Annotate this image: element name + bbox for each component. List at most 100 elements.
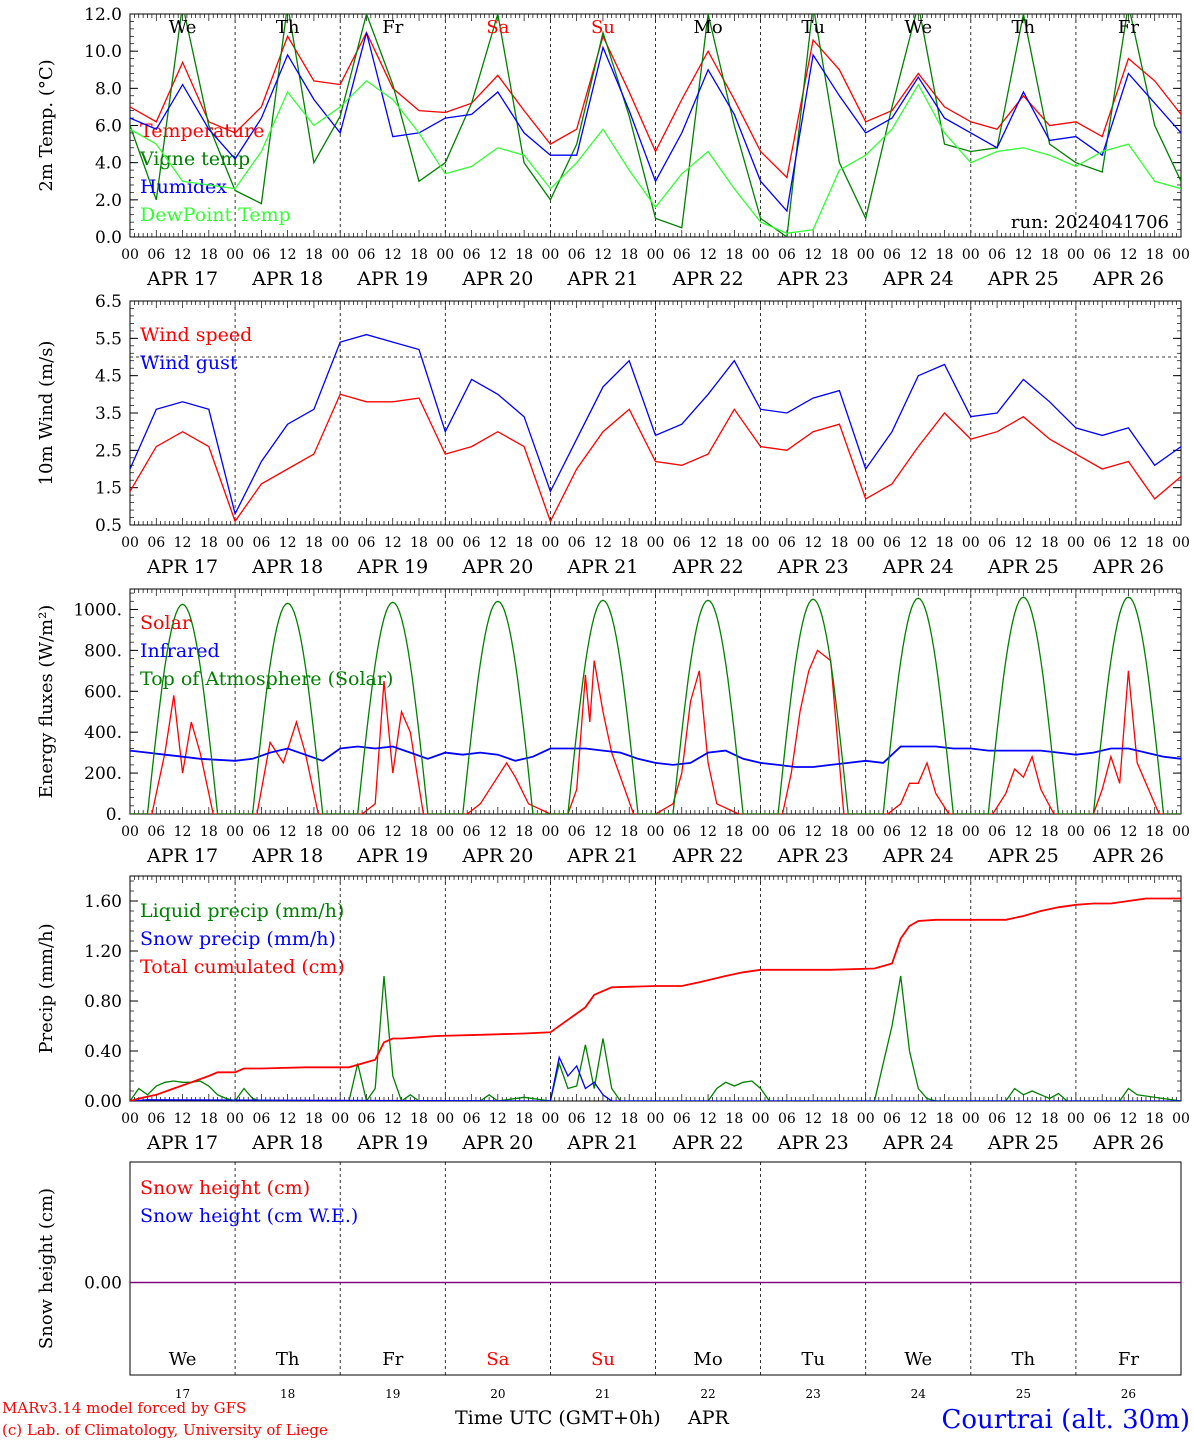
legend-entry: Infrared [140,640,220,662]
day-number-label: 19 [385,1387,400,1401]
hour-label: 00 [1067,535,1085,551]
date-label: APR 19 [356,268,428,290]
hour-label: 18 [515,247,533,263]
hour-label: 00 [541,1111,559,1127]
hour-label: 18 [936,824,954,840]
date-label: APR 24 [882,845,954,867]
hour-label: 06 [147,247,165,263]
hour-label: 06 [1093,1111,1111,1127]
day-number-label: 20 [490,1387,505,1401]
month-label: APR [687,1407,730,1429]
hour-label: 12 [174,247,192,263]
hour-label: 00 [121,247,139,263]
hour-label: 06 [358,824,376,840]
hour-label: 18 [1146,824,1164,840]
weekday-label: Sa [486,1349,509,1370]
hour-label: 12 [699,824,717,840]
legend-entry: Wind speed [140,324,252,346]
hour-label: 00 [1172,247,1190,263]
model-credit: MARv3.14 model forced by GFS [2,1399,246,1417]
hour-label: 06 [147,824,165,840]
hour-label: 18 [305,1111,323,1127]
hour-label: 18 [831,247,849,263]
hour-label: 18 [515,824,533,840]
weekday-label: Su [591,1349,615,1370]
y-tick-label: 2.0 [95,191,122,211]
legend-entry: Top of Atmosphere (Solar) [140,668,393,690]
hour-label: 06 [568,1111,586,1127]
legend-entry: Snow height (cm) [140,1177,310,1199]
hour-label: 12 [384,247,402,263]
legend-entry: Total cumulated (cm) [140,956,345,978]
y-tick-label: 1.20 [84,942,122,962]
series-line-snow-precip-mm-h- [130,1055,1181,1101]
series-line-solar [130,649,1181,814]
hour-label: 00 [647,247,665,263]
date-label: APR 24 [882,268,954,290]
weekday-label: We [169,1349,197,1370]
hour-label: 18 [305,247,323,263]
hour-label: 18 [831,824,849,840]
date-label: APR 20 [461,845,533,867]
hour-label: 06 [673,1111,691,1127]
hour-label: 18 [305,824,323,840]
hour-label: 06 [778,535,796,551]
hour-label: 12 [804,247,822,263]
hour-label: 12 [279,535,297,551]
date-label: APR 18 [251,1132,323,1154]
y-tick-label: 0.5 [95,516,122,536]
date-label: APR 21 [566,268,638,290]
hour-label: 12 [174,535,192,551]
hour-label: 12 [699,247,717,263]
hour-label: 12 [804,1111,822,1127]
y-tick-label: 1.5 [95,479,122,499]
date-label: APR 22 [672,845,744,867]
hour-label: 06 [568,535,586,551]
hour-label: 00 [331,1111,349,1127]
panel-4: 0.00 0.40 0.80 1.20 1.60 Precip (mm/h) Liquid … [36,875,1190,1154]
legend-entry: Humidex [140,176,227,198]
hour-label: 06 [988,1111,1006,1127]
date-label: APR 23 [777,556,849,578]
hour-label: 06 [673,824,691,840]
hour-label: 00 [752,247,770,263]
hour-label: 12 [1014,1111,1032,1127]
date-label: APR 20 [461,1132,533,1154]
hour-label: 12 [174,1111,192,1127]
weekday-label: Su [591,17,615,38]
date-label: APR 22 [672,268,744,290]
hour-label: 06 [673,247,691,263]
hour-label: 00 [962,1111,980,1127]
y-tick-label: 0.0 [95,228,122,248]
weekday-label: Th [276,17,300,38]
series-line-liquid-precip-mm-h- [130,975,1181,1101]
day-number-label: 22 [700,1387,715,1401]
day-number-label: 18 [280,1387,295,1401]
hour-label: 12 [1120,247,1138,263]
hour-label: 12 [489,535,507,551]
panel-5: 0.00 Snow height (cm) Snow height (cm) Snow… [36,1161,1182,1401]
hour-label: 12 [489,824,507,840]
date-label: APR 17 [146,845,218,867]
weekday-label: We [169,17,197,38]
weekday-label: Fr [382,1349,403,1370]
hour-label: 12 [1120,1111,1138,1127]
hour-label: 18 [936,1111,954,1127]
hour-label: 12 [279,1111,297,1127]
series-line-wind-speed [130,393,1181,523]
hour-label: 00 [436,1111,454,1127]
hour-label: 00 [752,535,770,551]
time-axis-label: Time UTC (GMT+0h) [455,1407,661,1429]
weekday-label: Mo [693,17,722,38]
lab-credit: (c) Lab. of Climatology, University of L… [2,1421,328,1439]
day-number-label: 25 [1016,1387,1031,1401]
hour-label: 00 [541,535,559,551]
y-axis-label: 2m Temp. (°C) [36,59,57,191]
y-tick-label: 0.00 [84,1274,122,1294]
hour-label: 06 [252,824,270,840]
panel-3: 0. 200. 400. 600. 800. 1000. Energy fluxes (W/… [36,588,1190,867]
hour-label: 00 [857,1111,875,1127]
hour-label: 18 [1041,535,1059,551]
legend-entry: DewPoint Temp [140,204,291,226]
date-label: APR 26 [1092,268,1164,290]
